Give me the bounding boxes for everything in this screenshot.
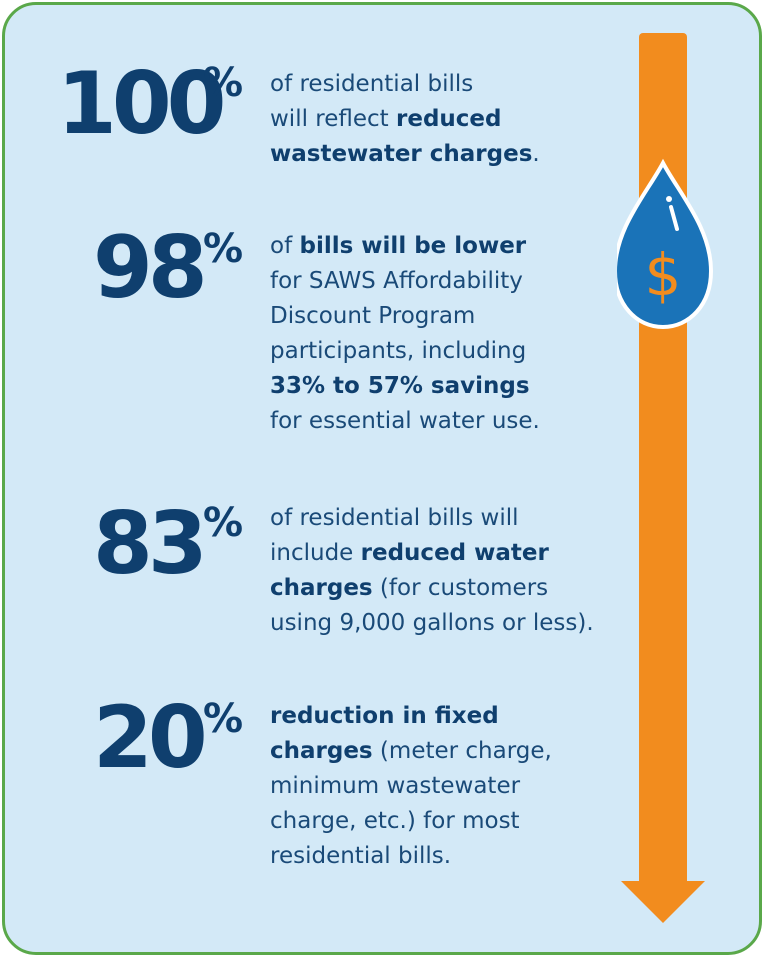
stat-number: 20 (93, 688, 208, 788)
percent-sign: % (203, 60, 244, 106)
stat-number: 83 (93, 494, 208, 594)
percent-sign: % (203, 696, 244, 742)
stat-description: of residential bills will include reduce… (270, 505, 594, 636)
stat-description: of bills will be lower for SAWS Affordab… (270, 233, 540, 434)
stat-description: reduction in fixed charges (meter charge… (270, 703, 552, 869)
percent-sign: % (203, 500, 244, 546)
dollar-symbol: $ (645, 241, 682, 309)
down-arrow-icon: $ (617, 33, 714, 923)
percent-sign: % (203, 226, 244, 272)
arrow-head (621, 881, 705, 923)
stat-description: of residential bills will reflect reduce… (270, 71, 540, 167)
water-drop-dollar-icon: $ (617, 158, 714, 330)
stat-number: 100 (57, 54, 227, 154)
stat-number: 98 (93, 218, 208, 318)
